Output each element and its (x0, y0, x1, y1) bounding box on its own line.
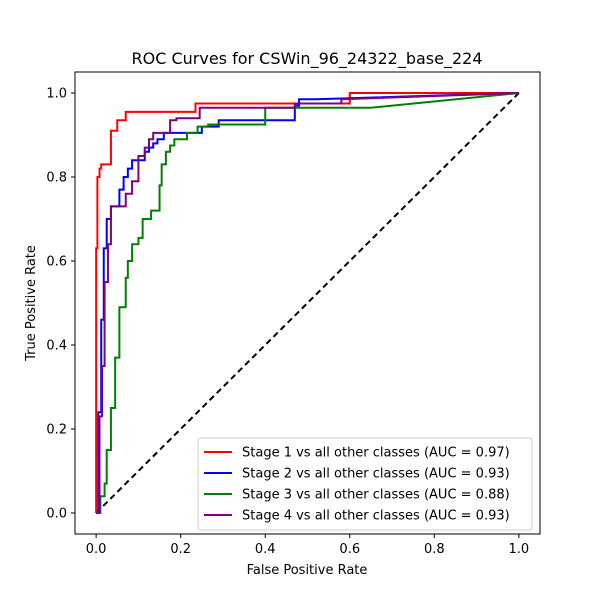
legend-entry: Stage 4 vs all other classes (AUC = 0.93… (242, 509, 510, 524)
chart-title: ROC Curves for CSWin_96_24322_base_224 (132, 49, 483, 69)
x-tick-label: 0.8 (424, 542, 445, 557)
roc-series-4 (96, 92, 519, 514)
legend-box (197, 437, 533, 531)
y-tick-label: 1.0 (46, 87, 67, 102)
y-tick-label: 0.0 (46, 507, 67, 522)
legend: Stage 1 vs all other classes (AUC = 0.97… (197, 437, 533, 531)
plot-area: 0.0 0.2 0.4 0.6 0.8 1.0 0.0 0.2 0.4 0.6 0.8 1.0 (46, 71, 541, 557)
x-axis-label: False Positive Rate (247, 563, 368, 578)
legend-entry: Stage 2 vs all other classes (AUC = 0.93… (242, 467, 510, 482)
y-tick-label: 0.6 (46, 255, 67, 270)
roc-series-1 (95, 92, 519, 513)
x-tick-label: 0.2 (170, 542, 191, 557)
y-axis-label: True Positive Rate (24, 245, 39, 362)
roc-series-2 (96, 92, 519, 514)
roc-series-3 (96, 92, 519, 514)
y-tick-label: 0.2 (46, 423, 67, 438)
x-tick-label: 0.4 (255, 542, 276, 557)
x-tick-label: 0.6 (339, 542, 360, 557)
x-tick-label: 1.0 (509, 542, 530, 557)
plot-frame (74, 71, 541, 535)
legend-entry: Stage 1 vs all other classes (AUC = 0.97… (242, 446, 510, 461)
legend-entry: Stage 3 vs all other classes (AUC = 0.88… (242, 488, 510, 503)
x-tick-label: 0.0 (86, 542, 107, 557)
y-tick-label: 0.8 (46, 171, 67, 186)
y-tick-label: 0.4 (46, 339, 67, 354)
